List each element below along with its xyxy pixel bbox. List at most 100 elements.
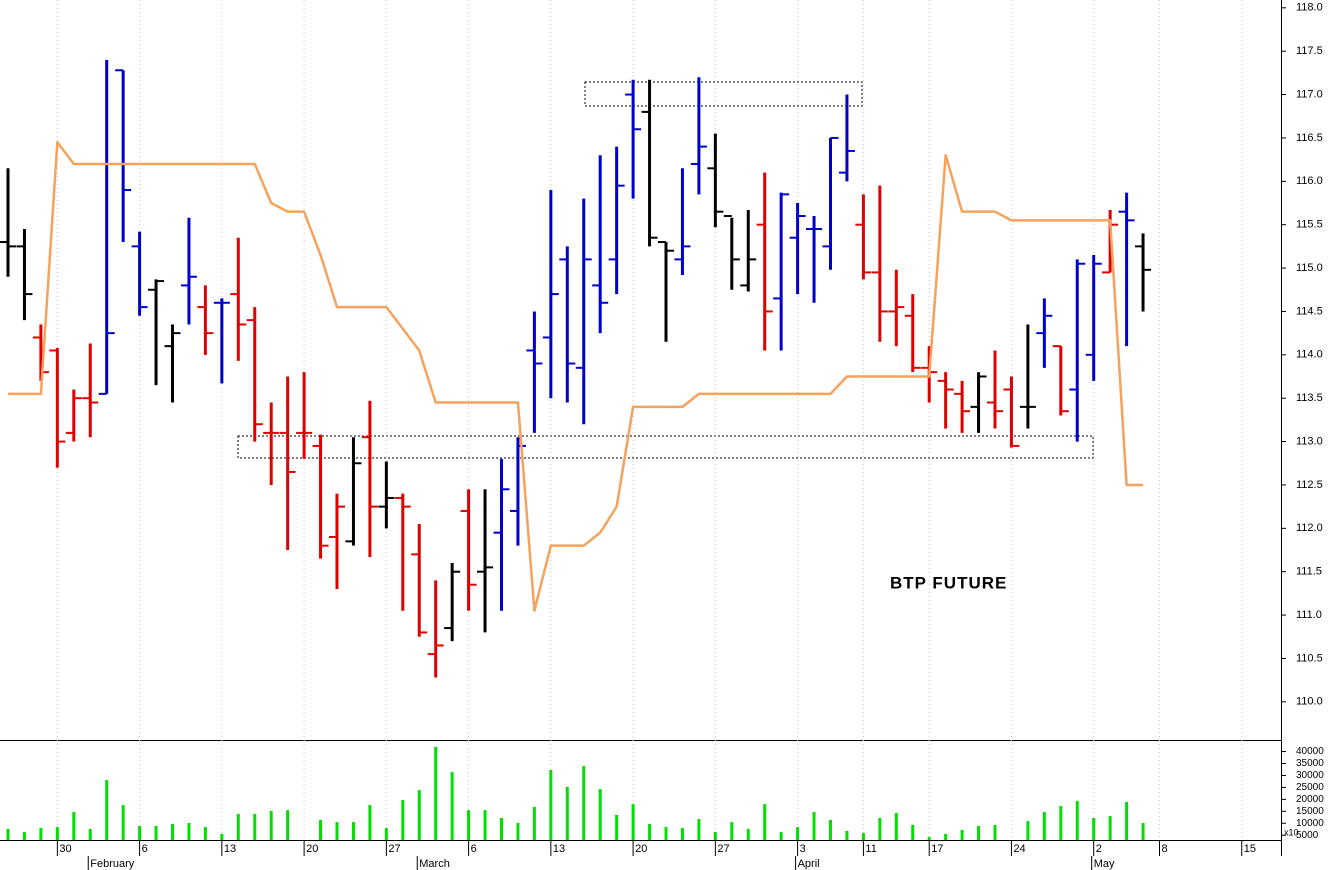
- month-label: February: [90, 858, 135, 870]
- y-tick-label: 117.5: [1296, 45, 1323, 57]
- volume-bar: [187, 823, 191, 840]
- volume-bar: [351, 822, 355, 840]
- y-tick-label: 115.5: [1296, 219, 1323, 231]
- volume-y-tick-label: 15000: [1296, 806, 1324, 817]
- volume-bar: [1075, 801, 1079, 840]
- resistance-box: [584, 81, 863, 107]
- volume-bar: [615, 814, 619, 840]
- y-tick-label: 115.0: [1296, 262, 1323, 274]
- x-tick-label: 27: [717, 843, 729, 855]
- x-tick-label: 6: [142, 843, 148, 855]
- volume-bar: [927, 836, 931, 840]
- volume-bar: [1042, 812, 1046, 840]
- volume-bar: [960, 829, 964, 840]
- volume-bar: [105, 780, 109, 840]
- y-tick-label: 112.0: [1296, 522, 1323, 534]
- volume-bar: [829, 819, 832, 840]
- indicator-line: [8, 141, 1144, 612]
- volume-bar: [286, 810, 290, 840]
- volume-bar: [713, 832, 717, 840]
- y-tick-label: 116.0: [1296, 175, 1323, 187]
- month-label: March: [419, 858, 450, 870]
- volume-bar: [861, 833, 865, 840]
- y-tick-label: 110.0: [1296, 696, 1323, 708]
- volume-bar: [253, 813, 257, 840]
- volume-y-tick-label: 25000: [1296, 782, 1324, 793]
- x-tick-label: 13: [553, 843, 565, 855]
- volume-bar: [845, 830, 849, 840]
- x-tick-label: 30: [59, 843, 71, 855]
- month-label: May: [1094, 858, 1115, 870]
- x-tick-label: 20: [635, 843, 647, 855]
- y-tick-label: 117.0: [1296, 88, 1323, 100]
- volume-bar: [944, 834, 948, 840]
- volume-y-tick-label: 20000: [1296, 794, 1324, 805]
- volume-bar: [812, 812, 816, 840]
- volume-bar: [1059, 806, 1063, 840]
- x-tick-label: 17: [931, 843, 943, 855]
- volume-bar: [730, 822, 734, 840]
- month-label: April: [798, 858, 820, 870]
- volume-bar: [680, 828, 684, 840]
- volume-bar: [582, 766, 586, 840]
- volume-bar: [500, 818, 503, 840]
- y-tick-label: 113.0: [1296, 435, 1323, 447]
- volume-bar: [516, 823, 520, 840]
- volume-bar: [6, 829, 10, 840]
- x-tick-label: 8: [1162, 843, 1168, 855]
- y-tick-label: 112.5: [1296, 479, 1323, 491]
- volume-bar: [993, 824, 997, 840]
- x-tick-label: 11: [865, 843, 876, 855]
- volume-bar: [1141, 823, 1145, 840]
- x-tick-label: 13: [224, 843, 236, 855]
- x-tick-label: 24: [1013, 843, 1025, 855]
- volume-bar: [763, 804, 767, 840]
- y-tick-label: 111.5: [1296, 566, 1322, 578]
- x-tick-label: 27: [388, 843, 400, 855]
- volume-bar: [648, 823, 652, 840]
- x-tick-label: 3: [800, 843, 806, 855]
- x-tick-label: 2: [1096, 843, 1102, 855]
- volume-bar: [565, 786, 569, 840]
- volume-bar: [1125, 801, 1129, 840]
- volume-bar: [88, 829, 92, 840]
- volume-bar: [631, 804, 635, 840]
- volume-bar: [977, 825, 981, 840]
- volume-y-tick-label: 35000: [1296, 758, 1324, 769]
- volume-bar: [483, 810, 487, 840]
- volume-bar: [236, 813, 240, 840]
- volume-bar: [664, 827, 668, 840]
- volume-bar: [335, 822, 339, 840]
- volume-bar: [22, 832, 26, 840]
- support-box: [237, 435, 1094, 459]
- volume-bar: [154, 825, 158, 840]
- volume-bar: [121, 805, 125, 840]
- y-tick-label: 110.5: [1296, 652, 1323, 664]
- volume-bar: [138, 825, 142, 840]
- volume-y-tick-label: 40000: [1296, 746, 1324, 757]
- volume-y-tick-label: 10000: [1296, 818, 1324, 829]
- volume-bar: [319, 819, 323, 840]
- volume-y-tick-label: 5000: [1296, 830, 1319, 841]
- volume-bar: [434, 747, 438, 840]
- volume-bar: [697, 818, 701, 840]
- y-tick-label: 114.0: [1296, 349, 1323, 361]
- volume-axis-note: x10: [1284, 827, 1299, 837]
- volume-bar: [746, 829, 750, 840]
- volume-bar: [220, 834, 224, 840]
- volume-bar: [171, 823, 174, 840]
- volume-bar: [779, 832, 783, 840]
- volume-bar: [450, 772, 454, 840]
- volume-bar: [1108, 816, 1112, 840]
- x-tick-label: 15: [1244, 843, 1256, 855]
- volume-bar: [549, 769, 553, 840]
- volume-bar: [39, 828, 43, 840]
- volume-bar: [55, 827, 59, 840]
- volume-bar: [532, 807, 536, 840]
- volume-bar: [269, 811, 273, 840]
- y-tick-label: 113.5: [1296, 392, 1323, 404]
- y-tick-label: 118.0: [1296, 2, 1323, 14]
- volume-bar: [368, 805, 372, 840]
